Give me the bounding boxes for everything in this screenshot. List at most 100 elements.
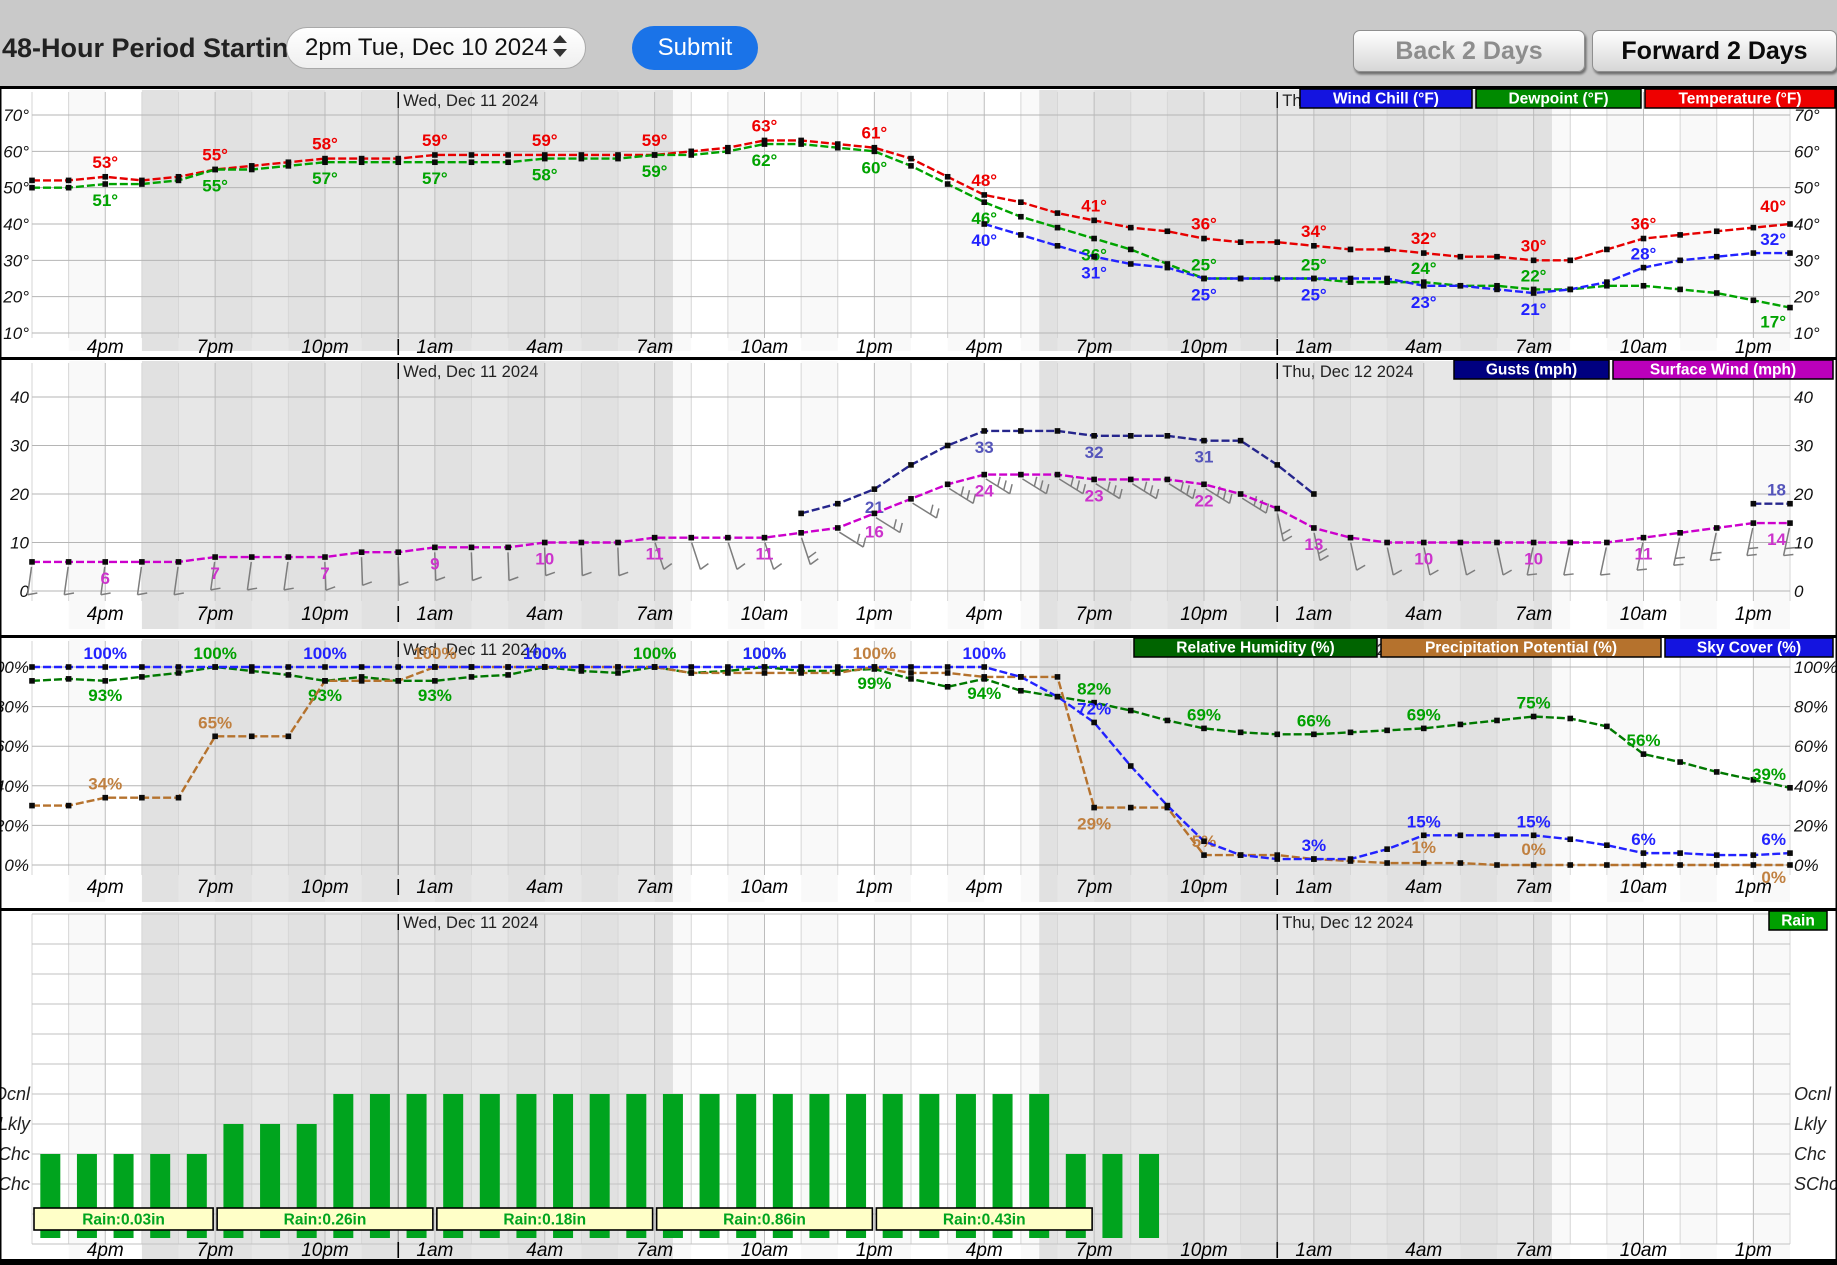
svg-text:40: 40 [1794,388,1813,407]
svg-text:60%: 60% [0,737,29,756]
wind-barb [1746,527,1759,557]
svg-text:4pm: 4pm [87,337,124,357]
svg-text:7pm: 7pm [197,1240,234,1261]
svg-text:4pm: 4pm [966,604,1003,625]
svg-text:0%: 0% [1761,868,1786,887]
svg-text:1%: 1% [1411,838,1436,857]
svg-text:41°: 41° [1081,196,1107,215]
svg-text:10am: 10am [1620,337,1668,357]
svg-text:Ocnl: Ocnl [1794,1084,1832,1104]
period-select[interactable]: 2pm Tue, Dec 10 2024 [286,27,586,69]
svg-text:40°: 40° [1760,197,1786,216]
svg-text:51°: 51° [92,191,118,210]
forward-2-days-button[interactable]: Forward 2 Days [1592,30,1837,72]
svg-text:36°: 36° [1631,215,1657,234]
svg-text:SChc: SChc [1794,1174,1837,1194]
svg-text:31: 31 [1195,448,1214,467]
svg-text:1pm: 1pm [1735,337,1772,357]
svg-text:1am: 1am [416,877,453,898]
svg-text:4am: 4am [1405,1240,1442,1261]
svg-text:22: 22 [1195,491,1214,510]
svg-text:10pm: 10pm [1180,604,1228,625]
svg-text:99%: 99% [857,674,891,693]
wind-barb [397,557,409,587]
wind-barb [100,566,111,596]
rain-bar [1029,1094,1050,1238]
svg-text:10: 10 [1414,550,1433,569]
humidity-precip-skycover-chart: 100% 100% 80% 80% 60% 60% 40% 40% 20% 20% 0% 0% 4pm 7… [0,635,1837,908]
svg-text:60°: 60° [3,142,29,161]
svg-text:40°: 40° [1794,215,1820,234]
wind-barb [1349,542,1366,571]
svg-text:72%: 72% [1077,699,1111,718]
svg-text:Sky Cover (%): Sky Cover (%) [1697,640,1801,657]
svg-text:7pm: 7pm [197,877,234,898]
svg-text:4am: 4am [526,604,563,625]
svg-text:58°: 58° [532,166,558,185]
svg-text:59°: 59° [642,162,668,181]
rain-bar [626,1094,647,1238]
rain-bar [992,1094,1013,1238]
svg-text:7am: 7am [1515,604,1552,625]
svg-text:11: 11 [1635,545,1653,564]
svg-text:56%: 56% [1626,731,1660,750]
rain-bar [479,1094,500,1238]
svg-text:15%: 15% [1407,812,1441,831]
svg-text:93%: 93% [88,686,122,705]
svg-text:10pm: 10pm [1180,337,1228,357]
svg-text:69%: 69% [1407,705,1441,724]
svg-text:4pm: 4pm [87,604,124,625]
rain-bar [1139,1154,1160,1238]
svg-text:25°: 25° [1191,286,1217,305]
wind-barb [1058,476,1087,495]
svg-text:1am: 1am [416,337,453,357]
svg-text:1am: 1am [1295,604,1332,625]
svg-text:1am: 1am [416,604,453,625]
rain-bar [553,1094,574,1238]
wind-barb [360,557,373,587]
svg-text:59°: 59° [642,131,668,150]
wind-barb [26,566,38,596]
svg-text:Wed, Dec 11 2024: Wed, Dec 11 2024 [403,92,538,110]
svg-text:10am: 10am [1620,604,1668,625]
svg-text:Wed, Dec 11 2024: Wed, Dec 11 2024 [403,363,538,381]
svg-text:39%: 39% [1752,765,1786,784]
svg-text:1am: 1am [416,1240,453,1261]
svg-text:57°: 57° [422,169,448,188]
back-2-days-button[interactable]: Back 2 Days [1353,30,1585,72]
svg-text:80%: 80% [1794,698,1828,717]
svg-text:Rain:0.03in: Rain:0.03in [82,1212,165,1229]
svg-text:1pm: 1pm [856,604,893,625]
wind-barb [63,566,75,596]
svg-text:61°: 61° [862,124,888,143]
rain-bar [443,1094,464,1238]
svg-text:SChc: SChc [0,1174,30,1194]
svg-text:100%: 100% [413,644,456,663]
rain-bar [736,1094,757,1238]
svg-text:10am: 10am [741,877,789,898]
charts-stack: 70° 70° 60° 60° 50° 50° 40° 40° 30° 30° 20° 20° 10° 1… [0,86,1837,1265]
svg-text:14: 14 [1767,530,1786,549]
wind-barb [470,552,482,582]
wind-barb [136,566,148,596]
svg-text:40%: 40% [1794,777,1828,796]
svg-text:25°: 25° [1191,256,1217,275]
svg-text:7am: 7am [1515,877,1552,898]
rain-bar [919,1094,940,1238]
wind-barb [580,547,592,577]
rain-bar [589,1094,610,1238]
svg-text:10am: 10am [1620,877,1668,898]
svg-text:20: 20 [9,485,29,504]
wind-barb [1131,481,1160,500]
svg-text:36°: 36° [1191,215,1217,234]
svg-text:10am: 10am [741,1240,789,1261]
svg-text:10pm: 10pm [301,604,349,625]
svg-text:82%: 82% [1077,680,1111,699]
submit-button[interactable]: Submit [632,26,758,70]
svg-text:Rain: Rain [1781,913,1815,930]
wind-barb [1459,547,1476,576]
svg-text:65%: 65% [198,713,232,732]
svg-text:7pm: 7pm [1076,1240,1113,1261]
svg-text:Dewpoint (°F): Dewpoint (°F) [1508,91,1608,108]
svg-text:6: 6 [101,569,110,588]
